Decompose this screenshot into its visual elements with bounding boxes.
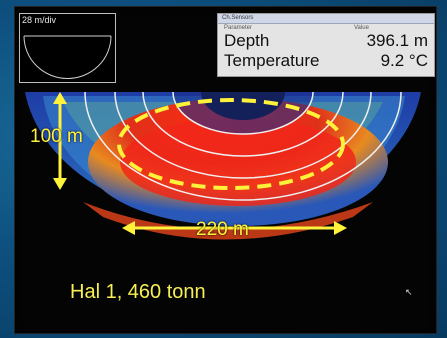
- param-temperature: Temperature: [224, 51, 320, 70]
- mini-overview: 28 m/div: [19, 13, 116, 83]
- mouse-cursor-icon: ↖: [405, 287, 413, 297]
- catch-caption: Hal 1, 460 tonn: [70, 281, 206, 303]
- width-label: 220 m: [196, 219, 249, 240]
- value-depth: 396.1 m: [366, 31, 428, 50]
- sensor-info-panel: Ch.Sensors Parameter Value Depth 396.1 m…: [217, 13, 435, 77]
- info-panel-header: Parameter Value: [218, 24, 434, 31]
- mini-arc-diagram: [23, 35, 112, 79]
- info-row-temperature: Temperature 9.2 °C: [218, 51, 434, 71]
- col-parameter: Parameter: [224, 25, 253, 31]
- info-panel-title: Ch.Sensors: [218, 14, 434, 24]
- col-value: Value: [354, 25, 369, 31]
- scale-label: 28 m/div: [22, 15, 57, 25]
- sonar-echogram: [25, 92, 421, 240]
- info-row-depth: Depth 396.1 m: [218, 31, 434, 51]
- height-label: 100 m: [30, 126, 83, 147]
- param-depth: Depth: [224, 31, 270, 50]
- value-temperature: 9.2 °C: [380, 51, 428, 70]
